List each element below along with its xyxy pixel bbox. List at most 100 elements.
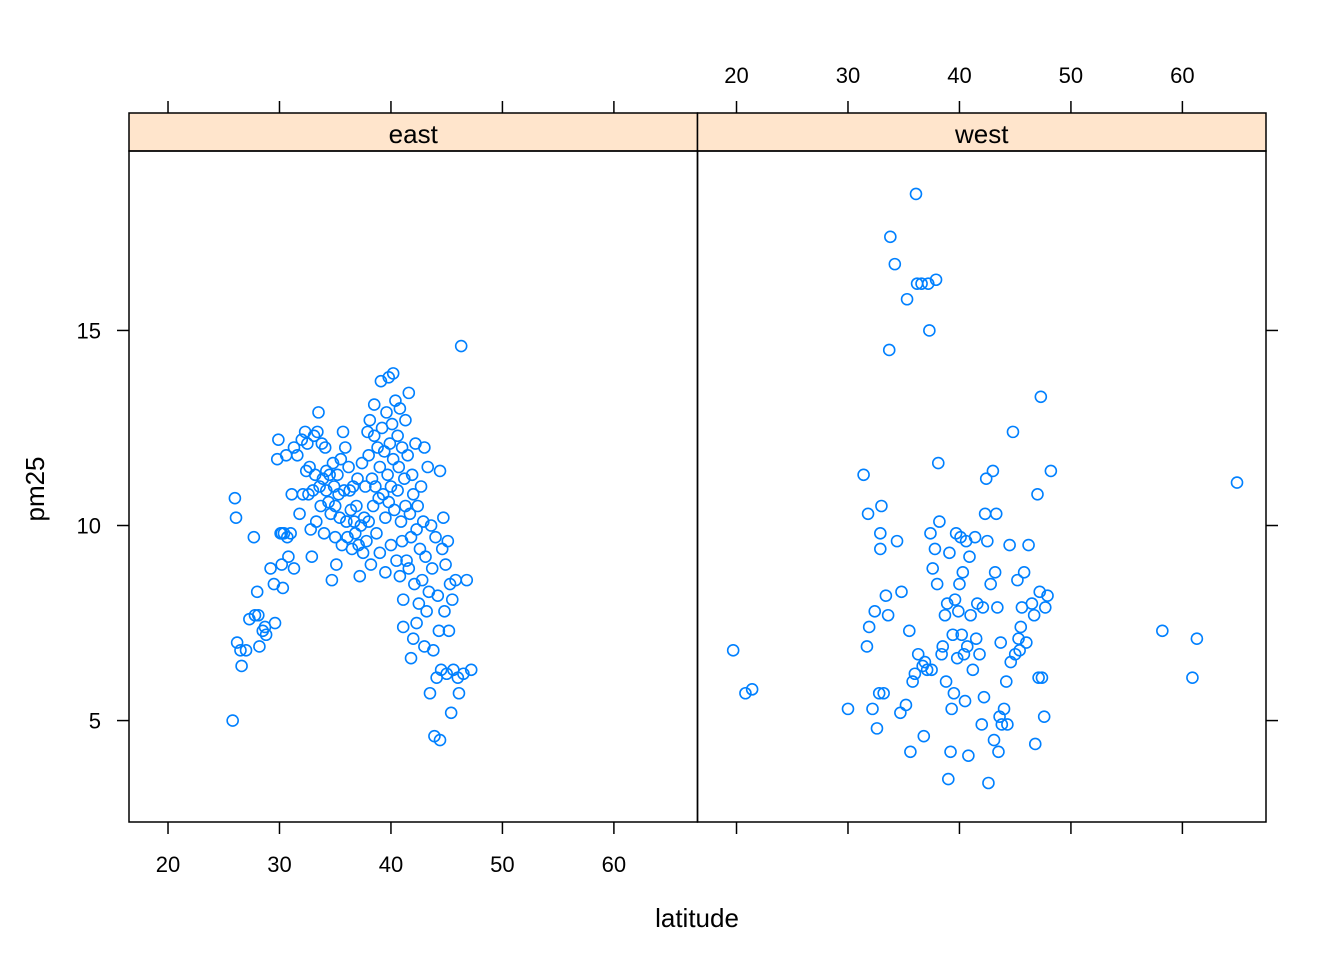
data-point	[924, 527, 937, 540]
data-point	[317, 527, 331, 540]
data-point	[427, 644, 440, 657]
data-point	[457, 667, 470, 681]
data-point	[276, 581, 290, 595]
data-point	[341, 530, 354, 544]
data-point	[287, 562, 301, 575]
x-tick-label: 20	[724, 63, 748, 88]
data-point	[291, 448, 304, 462]
data-point	[342, 460, 355, 474]
data-point	[1186, 671, 1199, 684]
data-point	[923, 324, 936, 337]
data-point	[1014, 620, 1028, 634]
panel-east: east	[128, 112, 699, 823]
data-point	[947, 686, 961, 700]
data-point	[1022, 538, 1035, 552]
data-point	[235, 659, 248, 673]
data-point	[277, 527, 291, 540]
y-tick-label: 10	[77, 514, 101, 539]
data-point	[917, 729, 931, 743]
data-point	[406, 632, 420, 645]
data-point	[982, 776, 995, 790]
data-point	[1035, 671, 1049, 684]
data-point	[1044, 464, 1058, 478]
points-west	[726, 187, 1244, 790]
data-point	[1001, 718, 1014, 731]
data-point	[343, 484, 357, 497]
data-point	[1020, 636, 1033, 649]
data-point	[968, 530, 982, 544]
data-point	[997, 702, 1011, 716]
data-point	[890, 534, 904, 548]
data-point	[969, 632, 983, 645]
data-point	[866, 702, 879, 716]
data-point	[1156, 624, 1169, 638]
data-point	[452, 686, 466, 700]
data-point	[247, 530, 261, 544]
data-point	[364, 558, 378, 571]
data-point	[862, 620, 876, 634]
data-point	[906, 675, 919, 688]
data-point	[381, 468, 394, 482]
data-point	[938, 608, 952, 622]
data-point	[943, 546, 956, 560]
data-point	[899, 698, 913, 712]
data-point	[264, 562, 277, 575]
data-point	[414, 480, 428, 493]
strip-label-west: west	[954, 119, 1009, 149]
data-point	[355, 456, 369, 470]
data-point	[926, 562, 940, 575]
data-point	[957, 647, 971, 661]
data-point	[879, 589, 893, 603]
data-point	[1034, 390, 1048, 404]
data-point	[393, 569, 407, 583]
data-point	[391, 484, 404, 497]
data-point	[1230, 476, 1244, 489]
data-point	[371, 441, 384, 454]
data-point	[1033, 585, 1047, 599]
data-point	[331, 468, 344, 482]
y-tick-label: 15	[77, 318, 101, 343]
data-point	[314, 499, 328, 513]
x-tick-label: 40	[379, 852, 403, 877]
data-point	[918, 655, 932, 669]
data-point	[726, 644, 740, 657]
data-point	[387, 503, 401, 517]
data-point	[902, 624, 916, 638]
data-point	[226, 714, 239, 727]
data-point	[437, 511, 450, 525]
panel-west: west	[696, 112, 1267, 823]
data-point	[390, 554, 403, 567]
data-point	[311, 425, 324, 439]
data-point	[929, 273, 943, 287]
data-point	[953, 577, 966, 591]
data-point	[400, 554, 413, 567]
data-point	[328, 530, 342, 544]
data-point	[234, 644, 247, 657]
data-point	[320, 464, 333, 478]
data-point	[351, 472, 364, 485]
x-tick-label: 50	[1059, 63, 1083, 88]
data-point	[272, 433, 285, 446]
data-point	[909, 187, 923, 201]
data-point	[921, 277, 935, 290]
data-point	[333, 511, 346, 525]
data-point	[975, 718, 989, 731]
data-point	[429, 530, 442, 544]
data-point	[361, 425, 374, 439]
data-point	[268, 616, 282, 630]
data-point	[884, 230, 897, 244]
data-point	[745, 683, 759, 696]
data-point	[228, 491, 242, 505]
x-tick-label: 30	[267, 852, 291, 877]
data-point	[989, 507, 1003, 521]
data-point	[275, 558, 289, 571]
strip-east	[128, 112, 699, 152]
data-point	[966, 663, 980, 677]
data-point	[406, 488, 420, 501]
data-point	[369, 480, 382, 493]
data-point	[956, 566, 970, 579]
data-point	[1190, 632, 1204, 645]
data-point	[992, 745, 1005, 759]
